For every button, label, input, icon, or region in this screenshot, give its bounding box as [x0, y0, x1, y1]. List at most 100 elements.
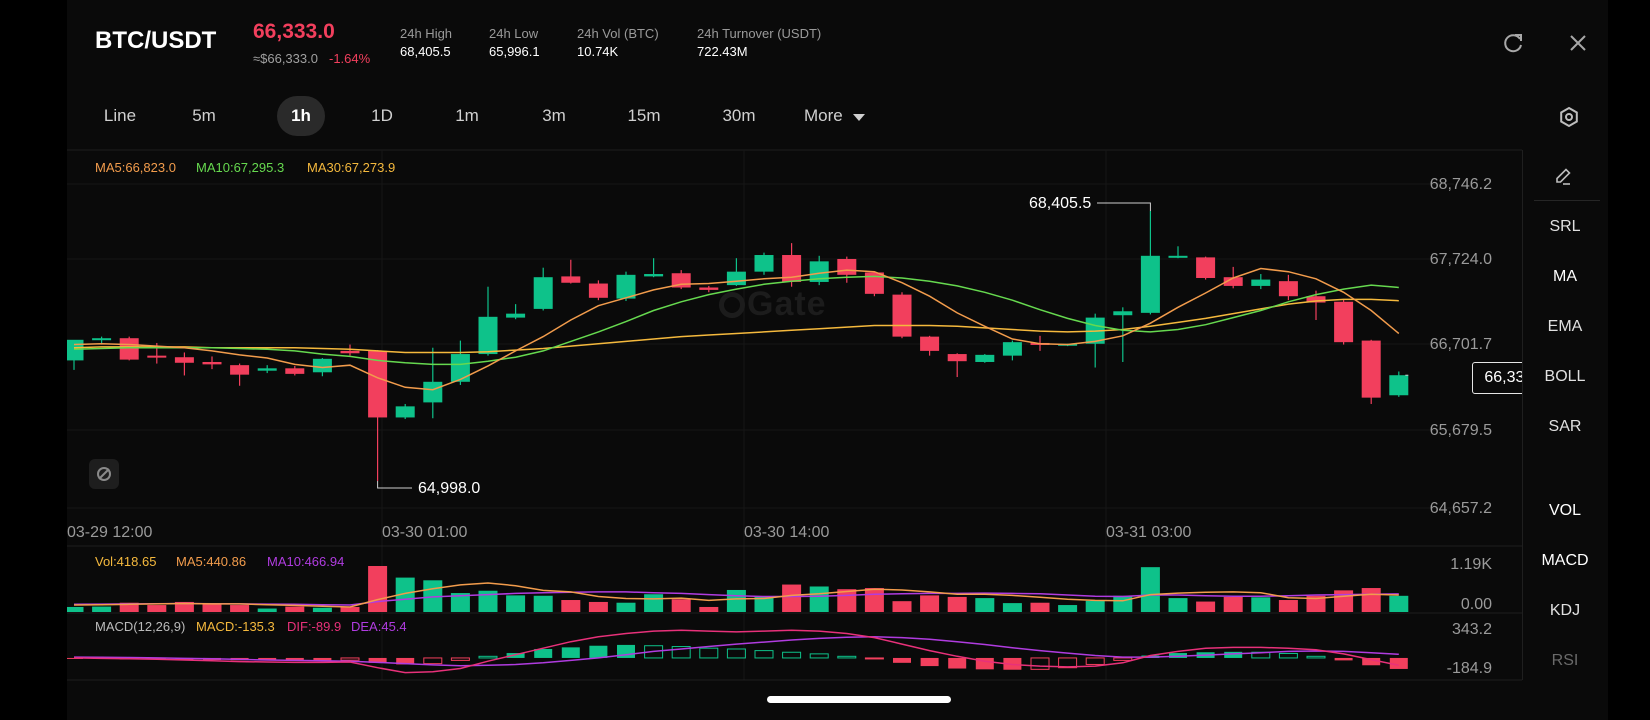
candle-body — [1140, 255, 1160, 313]
volume-bar — [533, 595, 553, 612]
ma5-line — [73, 267, 1400, 391]
volume-bar — [147, 605, 167, 612]
last-price: 66,333.0 — [253, 20, 335, 43]
indicator-srl[interactable]: SRL — [1549, 218, 1581, 235]
indicator-sar[interactable]: SAR — [1548, 418, 1582, 435]
macd-bar — [1085, 657, 1105, 665]
stat-turnover-value: 722.43M — [697, 44, 748, 59]
macd-axis-label: -184.9 — [1446, 660, 1492, 677]
tab-1m[interactable]: 1m — [455, 106, 479, 125]
high-leader-line — [1097, 202, 1151, 211]
gate-logo-icon — [719, 292, 745, 318]
candle-body — [533, 277, 553, 309]
tab-3m[interactable]: 3m — [542, 106, 566, 125]
volume-bar — [809, 586, 829, 612]
macd-bar — [1030, 657, 1050, 670]
legend-macd: MACD:-135.3 — [196, 619, 275, 634]
legend-macd-name: MACD(12,26,9) — [95, 619, 186, 634]
candle-body — [1389, 375, 1409, 396]
price-axis-label: 68,746.2 — [1429, 176, 1492, 193]
stat-vol-value: 10.74K — [577, 44, 619, 59]
candle-body — [561, 276, 581, 283]
macd-bar — [699, 647, 719, 659]
candle-body — [1334, 301, 1354, 343]
volume-bar — [947, 596, 967, 612]
indicator-sidebar — [1522, 150, 1608, 680]
volume-bar — [1278, 600, 1298, 612]
price-axis-label: 64,657.2 — [1429, 500, 1492, 517]
indicator-kdj[interactable]: KDJ — [1549, 602, 1581, 619]
legend-vol-ma5: MA5:440.86 — [176, 554, 247, 569]
candle-body — [312, 358, 332, 373]
vol-axis-label: 1.19K — [1450, 556, 1492, 573]
tab-30m[interactable]: 30m — [722, 106, 756, 125]
tab-15m[interactable]: 15m — [627, 106, 661, 125]
candle-body — [837, 258, 857, 275]
candle-body — [1002, 342, 1022, 356]
indicator-vol[interactable]: VOL — [1548, 502, 1581, 519]
ma30-line — [73, 298, 1399, 354]
volume-bar — [1140, 567, 1160, 612]
indicator-rsi[interactable]: RSI — [1551, 652, 1579, 669]
chart-tool-button[interactable] — [89, 459, 119, 489]
candle-body — [1306, 296, 1326, 303]
macd-bar — [478, 655, 498, 659]
macd-bar — [1334, 657, 1353, 661]
volume-bar — [67, 606, 84, 612]
macd-bar — [864, 657, 884, 660]
tab-more-label: More — [804, 106, 843, 125]
macd-bar — [920, 657, 939, 667]
macd-bar — [450, 657, 470, 661]
candle-body — [92, 338, 112, 341]
volume-bar — [920, 595, 940, 612]
volume-bar — [588, 601, 608, 612]
volume-bar — [368, 566, 388, 612]
candle-body — [920, 336, 940, 351]
tab-more[interactable]: More — [804, 96, 876, 136]
chart-panel: BTC/USDT 66,333.0 ≈$66,333.0 -1.64% 24h … — [67, 0, 1608, 720]
candle-body — [368, 350, 388, 418]
tab-1h[interactable]: 1h — [277, 96, 325, 136]
refresh-icon[interactable] — [1502, 31, 1526, 55]
tab-5m[interactable]: 5m — [192, 106, 216, 125]
candle-body — [1278, 281, 1298, 297]
indicator-macd[interactable]: MACD — [1541, 552, 1589, 569]
volume-bar — [892, 601, 912, 612]
edit-pencil-icon[interactable] — [1553, 166, 1573, 186]
indicator-boll[interactable]: BOLL — [1544, 368, 1586, 385]
volume-bar — [1361, 588, 1381, 612]
close-icon[interactable] — [1566, 31, 1590, 55]
caret-down-icon — [853, 97, 866, 137]
candle-body — [754, 255, 774, 272]
volume-bar — [1168, 598, 1188, 612]
indicator-ma[interactable]: MA — [1553, 268, 1577, 285]
drawing-tool-icon — [96, 466, 112, 487]
tab-1d[interactable]: 1D — [371, 106, 393, 125]
candle-body — [1196, 257, 1216, 278]
settings-icon[interactable] — [1557, 105, 1581, 129]
volume-bar — [1002, 603, 1022, 612]
volume-bar — [395, 577, 415, 612]
candle-body — [616, 274, 636, 299]
candle-body — [174, 357, 194, 363]
home-indicator[interactable] — [767, 696, 951, 703]
macd-bar — [423, 657, 443, 665]
macd-bar — [506, 653, 525, 658]
chart-canvas[interactable] — [67, 0, 1522, 720]
volume-bar — [1030, 602, 1050, 612]
macd-bar — [975, 657, 994, 670]
legend-ma10: MA10:67,295.3 — [196, 160, 285, 175]
macd-bar — [340, 657, 360, 661]
indicator-ema[interactable]: EMA — [1547, 318, 1583, 335]
macd-bar — [285, 657, 304, 661]
candle-body — [230, 365, 250, 375]
price-axis-label: 66,701.7 — [1429, 336, 1492, 353]
tab-line[interactable]: Line — [103, 106, 137, 125]
stat-vol-label: 24h Vol (BTC) — [577, 26, 659, 41]
candle-body — [1113, 311, 1133, 316]
macd-bar — [396, 657, 415, 665]
candle-body — [975, 354, 995, 362]
macd-bar — [1306, 655, 1326, 659]
legend-vol: Vol:418.65 — [95, 554, 157, 569]
